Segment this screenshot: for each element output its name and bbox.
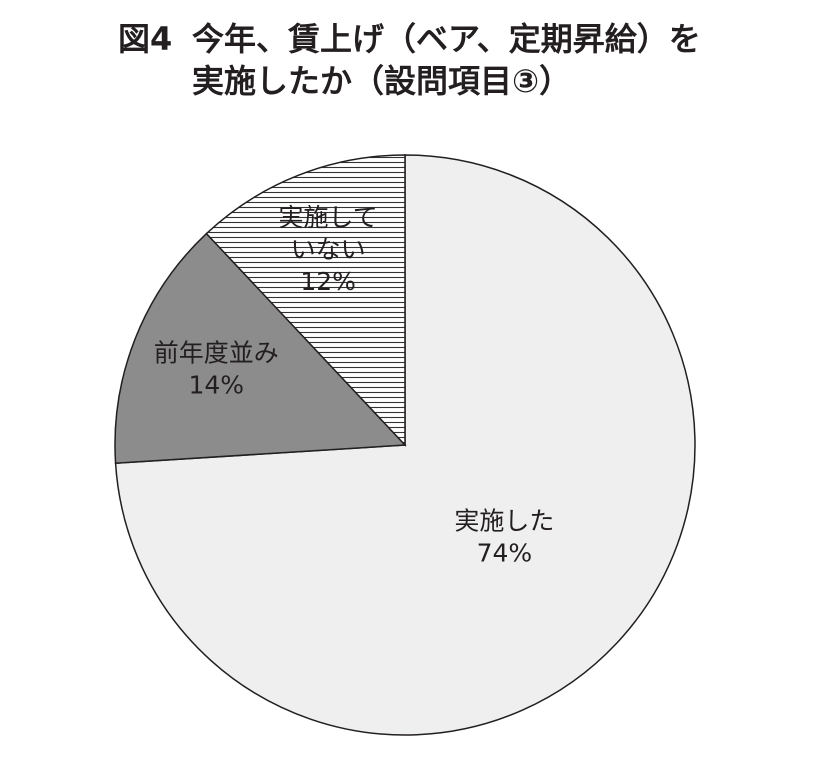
value-label: 74%: [477, 538, 533, 567]
label-line: いない: [291, 235, 366, 264]
slice-label: 実施していない: [279, 203, 378, 264]
pie-slice: [114, 232, 407, 465]
label-line: 実施した: [454, 506, 554, 535]
slice-label: 実施した: [454, 506, 554, 535]
figure-label: 図4: [118, 20, 172, 58]
label-line: 前年度並み: [154, 338, 279, 367]
label-line: 実施して: [279, 203, 378, 232]
slice-label: 前年度並み: [154, 338, 279, 367]
chart-title: 今年、賃上げ（ベア、定期昇給）を: [192, 20, 701, 58]
value-label: 12%: [300, 267, 356, 296]
pie-slice: [205, 154, 406, 447]
chart-title: 実施したか（設問項目③）: [192, 62, 571, 100]
value-label: 14%: [188, 370, 244, 399]
